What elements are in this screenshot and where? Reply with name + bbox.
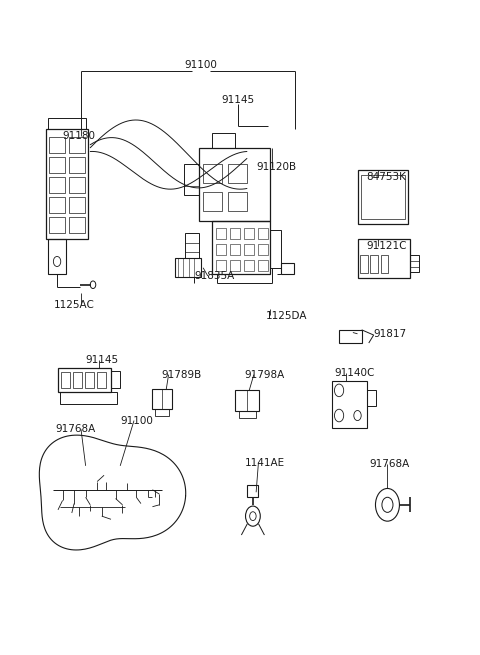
Text: 91768A: 91768A bbox=[369, 459, 409, 469]
Bar bbox=[244, 228, 254, 240]
Bar bbox=[60, 392, 117, 404]
Text: 91100: 91100 bbox=[120, 415, 153, 426]
Bar bbox=[49, 178, 65, 193]
Bar bbox=[69, 157, 85, 173]
Text: 84753K: 84753K bbox=[367, 172, 407, 181]
Bar bbox=[49, 157, 65, 173]
Bar bbox=[371, 255, 378, 273]
Bar bbox=[281, 263, 294, 274]
Text: 91145: 91145 bbox=[85, 355, 119, 365]
Bar bbox=[358, 240, 410, 278]
Text: 91789B: 91789B bbox=[162, 369, 202, 380]
Bar bbox=[244, 259, 254, 271]
Bar bbox=[216, 244, 226, 255]
Text: 91180: 91180 bbox=[62, 131, 96, 141]
Text: 1125AC: 1125AC bbox=[54, 301, 95, 310]
Bar bbox=[247, 485, 258, 497]
Bar bbox=[96, 371, 106, 388]
Bar bbox=[228, 193, 247, 211]
Bar bbox=[155, 409, 169, 415]
Bar bbox=[230, 244, 240, 255]
Bar bbox=[69, 137, 85, 153]
Bar bbox=[58, 367, 111, 392]
Bar bbox=[185, 233, 199, 258]
Bar bbox=[49, 137, 65, 153]
Bar bbox=[46, 130, 88, 240]
Bar bbox=[153, 389, 172, 409]
Text: 1141AE: 1141AE bbox=[245, 458, 285, 468]
Text: 91145: 91145 bbox=[221, 95, 254, 105]
Bar bbox=[230, 259, 240, 271]
Text: 91140C: 91140C bbox=[335, 367, 375, 378]
Bar bbox=[216, 259, 226, 271]
Bar bbox=[176, 258, 201, 277]
Bar bbox=[48, 118, 85, 130]
Bar bbox=[84, 371, 94, 388]
Text: 91798A: 91798A bbox=[245, 369, 285, 380]
Bar bbox=[339, 330, 362, 343]
Bar bbox=[216, 228, 226, 240]
Bar bbox=[244, 244, 254, 255]
Text: 91120B: 91120B bbox=[256, 162, 296, 172]
Bar bbox=[257, 259, 268, 271]
Bar bbox=[367, 390, 376, 406]
Bar bbox=[111, 371, 120, 388]
Bar bbox=[69, 178, 85, 193]
Bar bbox=[360, 255, 368, 273]
Bar bbox=[381, 255, 388, 273]
Bar bbox=[228, 164, 247, 183]
Bar bbox=[257, 228, 268, 240]
Text: 91121C: 91121C bbox=[367, 241, 407, 251]
Bar bbox=[48, 240, 66, 274]
Bar bbox=[73, 371, 82, 388]
Text: 1125DA: 1125DA bbox=[265, 311, 307, 321]
Bar bbox=[212, 221, 270, 274]
Text: 91100: 91100 bbox=[184, 60, 217, 69]
Bar bbox=[203, 164, 222, 183]
Bar bbox=[61, 371, 70, 388]
Bar bbox=[235, 390, 259, 411]
Text: 91835A: 91835A bbox=[194, 271, 234, 281]
Bar bbox=[358, 170, 408, 224]
Bar bbox=[230, 228, 240, 240]
Bar bbox=[199, 148, 270, 221]
Bar bbox=[49, 197, 65, 213]
Bar bbox=[49, 217, 65, 233]
Bar bbox=[184, 164, 199, 195]
Bar bbox=[270, 230, 281, 268]
Bar bbox=[69, 217, 85, 233]
Bar bbox=[212, 132, 235, 148]
Bar bbox=[69, 197, 85, 213]
Bar bbox=[203, 193, 222, 211]
Text: 91817: 91817 bbox=[373, 329, 407, 339]
Bar bbox=[410, 255, 419, 272]
Bar bbox=[239, 411, 256, 418]
Text: 91768A: 91768A bbox=[56, 424, 96, 434]
Bar bbox=[361, 176, 405, 219]
Bar bbox=[332, 381, 367, 428]
Bar bbox=[257, 244, 268, 255]
